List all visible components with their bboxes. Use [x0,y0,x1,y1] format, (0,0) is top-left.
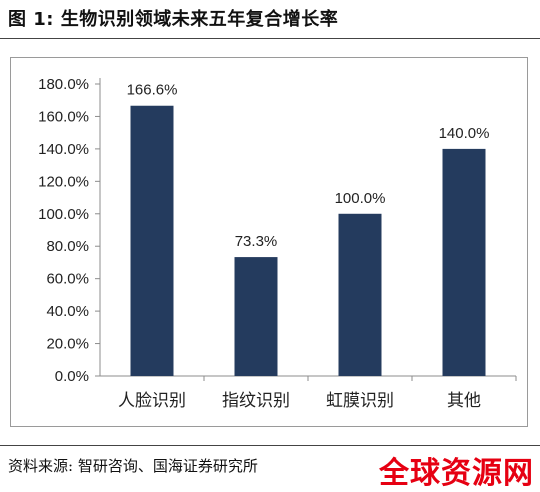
x-tick-label: 其他 [447,391,481,411]
x-tick-label: 人脸识别 [118,391,186,411]
title-bar: 图 1: 生物识别领域未来五年复合增长率 [0,0,540,38]
y-tick-label: 160.0% [38,108,89,125]
bar [338,213,382,376]
bar [130,105,174,376]
y-tick-label: 80.0% [46,238,89,255]
bar-chart: 0.0% 20.0% 40.0% 60.0% 80.0% 100.0% 120.0% 140.… [38,76,517,411]
footer-divider [0,445,540,446]
source-note: 资料来源: 智研咨询、国海证券研究所 [8,457,258,475]
y-tick-label: 120.0% [38,173,89,190]
figure-title: 图 1: 生物识别领域未来五年复合增长率 [8,9,339,30]
data-label: 140.0% [439,125,490,142]
y-tick-label: 140.0% [38,141,89,158]
title-divider [0,38,540,39]
data-label: 100.0% [335,190,386,207]
y-tick-label: 180.0% [38,76,89,93]
data-label: 73.3% [235,233,278,250]
watermark-logo: 全球资源网 [379,456,534,491]
bar [442,148,486,376]
y-tick-label: 0.0% [55,368,89,385]
y-tick-label: 100.0% [38,206,89,223]
y-tick-label: 60.0% [46,271,89,288]
y-tick-label: 40.0% [46,303,89,320]
bar [234,257,278,376]
data-label: 166.6% [127,82,178,99]
x-tick-label: 指纹识别 [222,391,290,411]
y-tick-label: 20.0% [46,336,89,353]
x-tick-label: 虹膜识别 [326,391,394,411]
